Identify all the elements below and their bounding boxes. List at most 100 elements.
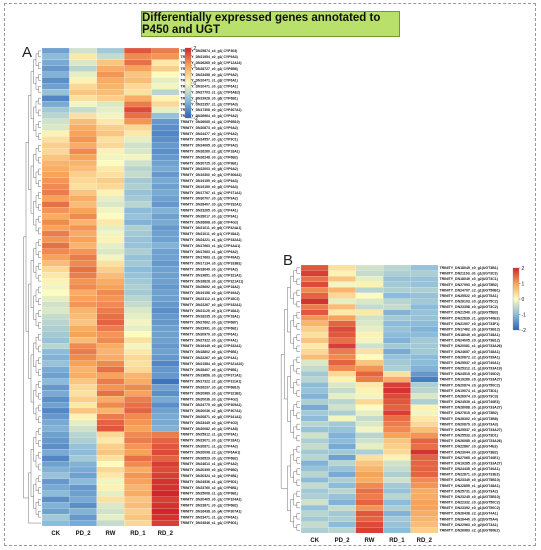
heatmap-cell (124, 248, 152, 255)
heatmap-cell (96, 242, 125, 249)
heatmap-cell (69, 331, 97, 338)
heatmap-cell (41, 219, 70, 226)
heatmap-cell (124, 213, 152, 220)
dendrogram-branch (38, 97, 41, 105)
heatmap-cell (96, 195, 125, 202)
heatmap-cell (96, 278, 125, 285)
heatmap-cell (151, 71, 180, 78)
figure-title: Differentially expressed genes annotated… (141, 11, 400, 37)
heatmap-cell (124, 89, 152, 96)
heatmap-cell (41, 136, 70, 143)
heatmap-cell (410, 270, 439, 277)
heatmap-cell (383, 331, 411, 338)
heatmap-cell (124, 484, 152, 491)
dendrogram-branch (296, 412, 300, 419)
heatmap-cell (69, 236, 97, 243)
heatmap-cell (69, 348, 97, 355)
dendrogram-branch (33, 437, 36, 462)
heatmap-cell (383, 287, 411, 294)
dendrogram-branch (38, 475, 41, 482)
heatmap-cell (328, 376, 356, 383)
dendrogram-branch (296, 312, 300, 319)
heatmap-cell (410, 443, 439, 450)
heatmap-cell (328, 382, 356, 388)
heatmap-cell (96, 466, 125, 474)
dendrogram-branch (35, 502, 39, 515)
heatmap-cell (383, 516, 411, 522)
heatmap-cell (300, 304, 329, 310)
row-label: TRINITY_DN22867_c0_g1(UGT4E3) (440, 445, 498, 449)
heatmap-cell (151, 449, 180, 456)
heatmap-cell (355, 482, 384, 489)
heatmap-cell (124, 266, 152, 273)
heatmap-cell (41, 437, 70, 444)
dendrogram-branch (30, 354, 34, 403)
heatmap-cell (151, 348, 180, 355)
heatmap-cell (69, 407, 97, 415)
dendrogram-branch (296, 502, 300, 509)
heatmap-cell (96, 230, 125, 237)
dendrogram-branch (38, 369, 41, 376)
dendrogram-branch (296, 368, 300, 375)
heatmap-cell (355, 410, 384, 416)
heatmap-cell (69, 106, 97, 114)
heatmap-cell (124, 65, 152, 72)
heatmap-cell (151, 283, 180, 291)
heatmap-cell (96, 502, 125, 509)
row-label: TRINITY_DN23392_c0_g1(UGT50C2) (440, 506, 500, 510)
heatmap-cell (41, 101, 70, 108)
heatmap-cell (383, 493, 411, 500)
dendrogram-branch (290, 365, 294, 389)
heatmap-cell (41, 490, 70, 497)
dendrogram-branch (38, 428, 41, 435)
heatmap-cell (151, 83, 180, 90)
heatmap-cell (410, 432, 439, 439)
column-label: RD_2 (417, 538, 433, 544)
heatmap-cell (41, 89, 70, 96)
heatmap-cell (328, 304, 356, 310)
heatmap-cell (151, 401, 180, 409)
heatmap-cell (41, 47, 70, 55)
heatmap-cell (300, 465, 329, 472)
heatmap-cell (328, 331, 356, 338)
heatmap-cell (328, 359, 356, 366)
heatmap-cell (41, 272, 70, 279)
heatmap-cell (383, 376, 411, 383)
row-label: TRINITY_DN21954_c0_g1( CYP9A3) (181, 55, 238, 59)
heatmap-cell (383, 387, 411, 394)
row-label: TRINITY_DN23458_c0_g1( CYP9A2) (181, 73, 238, 77)
colorbar-tick-label: 0 (194, 81, 197, 87)
row-label: TRINITY_DN20725_c0_g1( CYP9B1) (181, 161, 238, 165)
heatmap-cell (96, 142, 125, 149)
dendrogram-branch (35, 242, 39, 255)
row-label: TRINITY_DN28407_c0_g1( CYP332A1) (181, 203, 242, 207)
row-label: TRINITY_DN20036_c2_g2( CYP307A1) (181, 409, 242, 413)
heatmap-cell (300, 264, 329, 271)
heatmap-cell (151, 177, 180, 184)
heatmap-cell (96, 77, 125, 84)
row-label: TRINITY_DN17663_c1_g3( CYP49A2) (181, 256, 240, 260)
heatmap-cell (124, 242, 152, 249)
heatmap-cell (124, 342, 152, 350)
heatmap-cell (151, 219, 180, 226)
row-label: TRINITY_DN23760_c2_g1( CYP6B1) (181, 486, 238, 490)
row-label: TRINITY_DN26065_c1_g1( CYP6B10) (181, 120, 240, 124)
dendrogram-branch (33, 201, 36, 226)
heatmap-cell (124, 83, 152, 90)
heatmap-cell (410, 510, 439, 517)
row-label: TRINITY_DN27703_c1_g1( CYP6AE2) (181, 90, 241, 94)
dendrogram-branch (35, 77, 39, 90)
heatmap-cell (383, 438, 411, 444)
row-label: TRINITY_DN25533_c0_g1(UGT3D1) (440, 434, 498, 438)
heatmap-cell (96, 348, 125, 355)
heatmap-cell (151, 213, 180, 220)
heatmap-cell (151, 413, 180, 420)
heatmap-cell (124, 366, 152, 373)
heatmap-cell (383, 315, 411, 321)
row-label: TRINITY_DN18049_c0_g1(UGT3B1) (440, 266, 498, 270)
heatmap-cell (410, 516, 439, 522)
heatmap-cell (124, 254, 152, 261)
heatmap-cell (383, 281, 411, 288)
heatmap-cell (300, 292, 329, 299)
heatmap-cell (355, 471, 384, 478)
